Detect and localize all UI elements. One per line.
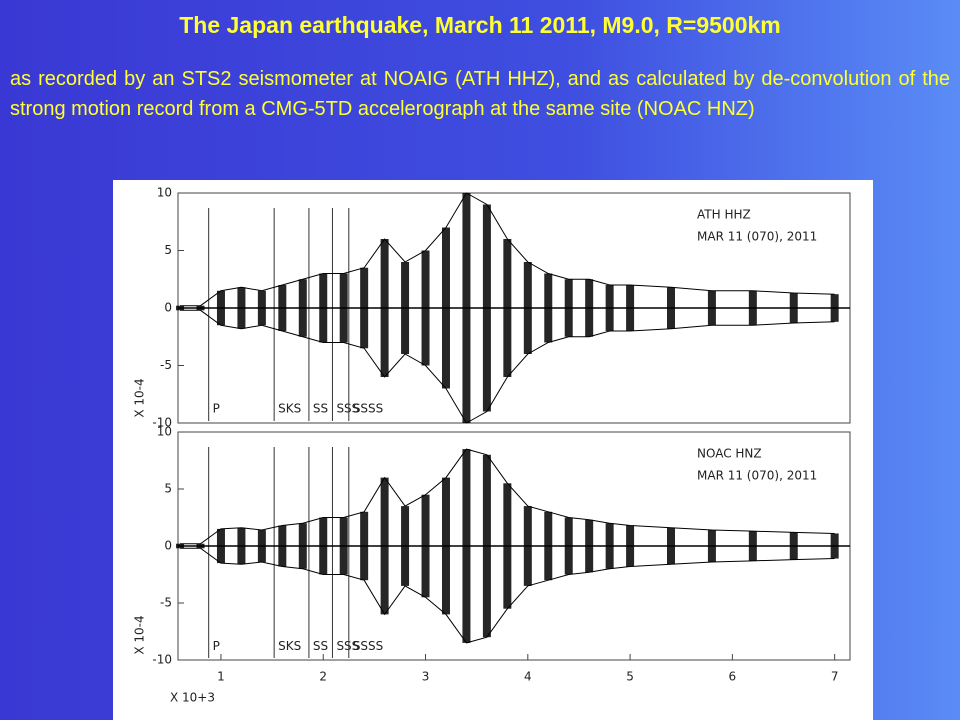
phase-label: SS — [313, 402, 328, 416]
y-tick-label: 5 — [164, 482, 172, 496]
amplitude-envelope — [360, 267, 369, 349]
amplitude-envelope — [196, 305, 205, 311]
envelope-lower — [180, 547, 835, 644]
amplitude-envelope — [298, 523, 307, 569]
amplitude-envelope — [707, 530, 716, 562]
amplitude-envelope — [523, 506, 532, 586]
phase-label: SKS — [278, 639, 301, 653]
amplitude-envelope — [626, 285, 635, 331]
amplitude-envelope — [748, 531, 757, 561]
y-tick-label: -10 — [152, 416, 172, 430]
amplitude-envelope — [830, 294, 839, 322]
y-tick-label: 5 — [164, 243, 172, 257]
envelope-lower — [180, 309, 835, 424]
amplitude-envelope — [667, 287, 676, 329]
amplitude-envelope — [176, 543, 185, 549]
amplitude-envelope — [789, 532, 798, 560]
y-axis-label: X 10-4 — [133, 615, 147, 654]
amplitude-envelope — [605, 523, 614, 569]
amplitude-envelope — [421, 494, 430, 598]
amplitude-envelope — [278, 285, 287, 331]
amplitude-envelope — [585, 279, 594, 337]
amplitude-envelope — [196, 543, 205, 549]
amplitude-envelope — [237, 287, 246, 329]
amplitude-envelope — [830, 533, 839, 559]
amplitude-envelope — [605, 285, 614, 331]
station-label: ATH HHZ — [697, 208, 751, 222]
y-axis-label: X 10-4 — [133, 378, 147, 417]
slide-text: as recorded by an STS2 seismometer at NO… — [10, 68, 950, 120]
phase-label: SSSS — [353, 639, 383, 653]
phase-label: P — [213, 402, 220, 416]
amplitude-envelope — [421, 250, 430, 366]
amplitude-envelope — [298, 279, 307, 337]
amplitude-envelope — [789, 293, 798, 323]
x-axis-label: X 10+3 — [170, 691, 215, 705]
amplitude-envelope — [503, 239, 512, 377]
amplitude-envelope — [462, 193, 471, 423]
phase-label: P — [213, 639, 220, 653]
amplitude-envelope — [748, 290, 757, 326]
amplitude-envelope — [585, 519, 594, 573]
amplitude-envelope — [667, 527, 676, 565]
slide-title: The Japan earthquake, March 11 2011, M9.… — [179, 12, 781, 38]
figure-background — [113, 180, 873, 720]
x-tick-label: 6 — [729, 670, 737, 684]
amplitude-envelope — [523, 262, 532, 354]
y-tick-label: 10 — [157, 425, 172, 439]
amplitude-envelope — [216, 290, 225, 326]
amplitude-envelope — [257, 290, 266, 326]
x-tick-label: 7 — [831, 670, 839, 684]
amplitude-envelope — [401, 262, 410, 354]
amplitude-envelope — [544, 511, 553, 581]
y-tick-label: -5 — [160, 596, 172, 610]
amplitude-envelope — [482, 204, 491, 412]
amplitude-envelope — [339, 273, 348, 343]
y-tick-label: -10 — [152, 653, 172, 667]
amplitude-envelope — [319, 273, 328, 343]
x-tick-label: 5 — [626, 670, 634, 684]
amplitude-envelope — [237, 527, 246, 565]
amplitude-envelope — [278, 525, 287, 567]
amplitude-envelope — [339, 517, 348, 575]
amplitude-envelope — [544, 273, 553, 343]
amplitude-envelope — [319, 517, 328, 575]
y-tick-label: 10 — [157, 186, 172, 200]
amplitude-envelope — [462, 449, 471, 643]
amplitude-envelope — [441, 227, 450, 389]
amplitude-envelope — [216, 528, 225, 564]
y-tick-label: -5 — [160, 358, 172, 372]
envelope-upper — [180, 448, 835, 545]
amplitude-envelope — [401, 506, 410, 586]
phase-label: SSSS — [353, 402, 383, 416]
amplitude-envelope — [626, 525, 635, 567]
amplitude-envelope — [564, 517, 573, 575]
y-tick-label: 0 — [164, 301, 172, 315]
amplitude-envelope — [441, 477, 450, 615]
amplitude-envelope — [482, 454, 491, 638]
station-label: NOAC HNZ — [697, 447, 762, 461]
x-tick-label: 3 — [422, 670, 430, 684]
y-tick-label: 0 — [164, 539, 172, 553]
amplitude-envelope — [380, 477, 389, 615]
date-label: MAR 11 (070), 2011 — [697, 469, 817, 483]
amplitude-envelope — [564, 279, 573, 337]
x-tick-label: 2 — [319, 670, 327, 684]
amplitude-envelope — [503, 483, 512, 609]
amplitude-envelope — [707, 290, 716, 326]
x-tick-label: 1 — [217, 670, 225, 684]
phase-label: SKS — [278, 402, 301, 416]
x-tick-label: 4 — [524, 670, 532, 684]
amplitude-envelope — [380, 239, 389, 377]
amplitude-envelope — [360, 511, 369, 581]
date-label: MAR 11 (070), 2011 — [697, 230, 817, 244]
phase-label: SSS — [336, 639, 359, 653]
amplitude-envelope — [257, 530, 266, 562]
phase-label: SS — [313, 639, 328, 653]
amplitude-envelope — [176, 305, 185, 311]
phase-label: SSS — [336, 402, 359, 416]
envelope-upper — [180, 192, 835, 307]
